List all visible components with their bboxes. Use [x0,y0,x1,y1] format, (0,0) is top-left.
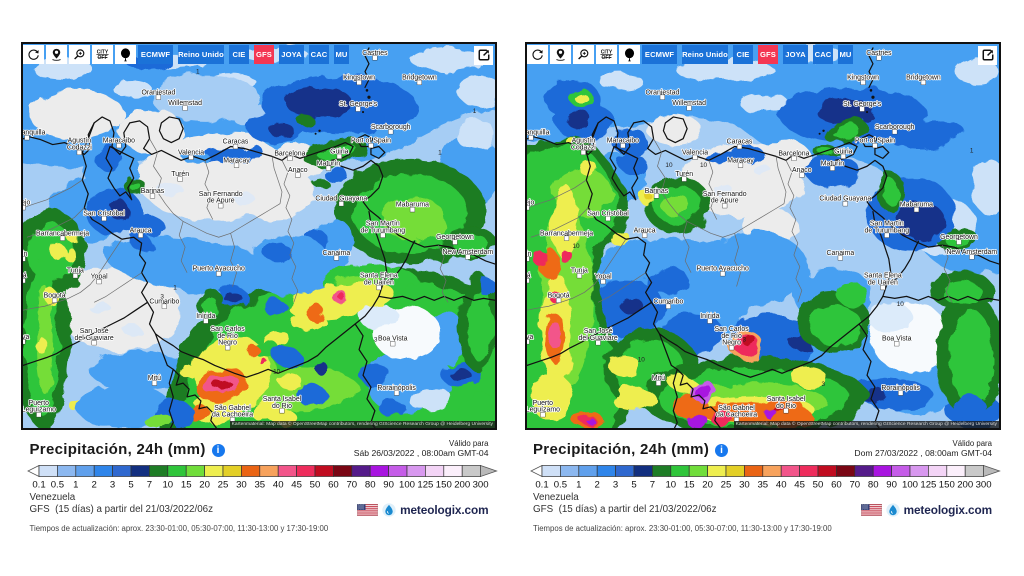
svg-text:1: 1 [472,108,476,115]
svg-text:10: 10 [162,479,173,490]
svg-text:1: 1 [576,479,581,490]
svg-text:100: 100 [902,479,918,490]
svg-text:80: 80 [868,479,879,490]
svg-text:1: 1 [195,68,199,75]
svg-text:300: 300 [472,479,488,490]
svg-text:3: 3 [613,479,618,490]
svg-text:300: 300 [976,479,992,490]
svg-text:3: 3 [821,381,825,388]
svg-text:25: 25 [217,479,228,490]
svg-text:10: 10 [896,301,904,308]
svg-text:40: 40 [272,479,283,490]
svg-text:10: 10 [572,243,580,250]
svg-text:0.5: 0.5 [50,479,63,490]
svg-text:25: 25 [721,479,732,490]
svg-text:1: 1 [438,149,442,156]
svg-text:80: 80 [364,479,375,490]
svg-text:10: 10 [273,368,281,375]
svg-text:10: 10 [665,479,676,490]
svg-text:1: 1 [173,284,177,291]
svg-text:150: 150 [939,479,955,490]
svg-text:10: 10 [665,162,673,169]
svg-text:200: 200 [454,479,470,490]
svg-text:3: 3 [160,293,164,300]
svg-text:60: 60 [328,479,339,490]
svg-text:2: 2 [91,479,96,490]
svg-text:50: 50 [309,479,320,490]
svg-text:60: 60 [831,479,842,490]
svg-text:45: 45 [794,479,805,490]
svg-text:20: 20 [702,479,713,490]
svg-text:CITY: CITY [601,50,613,56]
svg-text:90: 90 [886,479,897,490]
svg-text:2: 2 [595,479,600,490]
svg-text:OFF: OFF [97,55,107,61]
svg-text:0.1: 0.1 [535,479,548,490]
svg-text:20: 20 [199,479,210,490]
svg-text:100: 100 [398,479,414,490]
svg-text:3: 3 [109,479,114,490]
svg-text:30: 30 [236,479,247,490]
svg-text:30: 30 [739,479,750,490]
svg-text:45: 45 [291,479,302,490]
svg-text:50: 50 [813,479,824,490]
svg-text:125: 125 [417,479,433,490]
svg-text:CITY: CITY [97,50,109,56]
svg-text:70: 70 [346,479,357,490]
svg-text:7: 7 [146,479,151,490]
svg-text:15: 15 [180,479,191,490]
svg-text:0.1: 0.1 [32,479,45,490]
svg-text:5: 5 [631,479,636,490]
svg-text:150: 150 [435,479,451,490]
svg-text:70: 70 [849,479,860,490]
svg-text:1: 1 [969,147,973,154]
svg-text:3: 3 [373,336,377,343]
svg-text:35: 35 [757,479,768,490]
svg-text:0.5: 0.5 [554,479,567,490]
svg-text:7: 7 [650,479,655,490]
svg-text:200: 200 [957,479,973,490]
svg-text:90: 90 [383,479,394,490]
svg-text:15: 15 [684,479,695,490]
svg-text:125: 125 [920,479,936,490]
svg-text:OFF: OFF [601,55,611,61]
svg-text:3: 3 [742,336,746,343]
svg-text:35: 35 [254,479,265,490]
svg-text:40: 40 [776,479,787,490]
svg-text:1: 1 [73,479,78,490]
svg-text:10: 10 [637,356,645,363]
svg-text:5: 5 [128,479,133,490]
svg-text:10: 10 [699,162,707,169]
